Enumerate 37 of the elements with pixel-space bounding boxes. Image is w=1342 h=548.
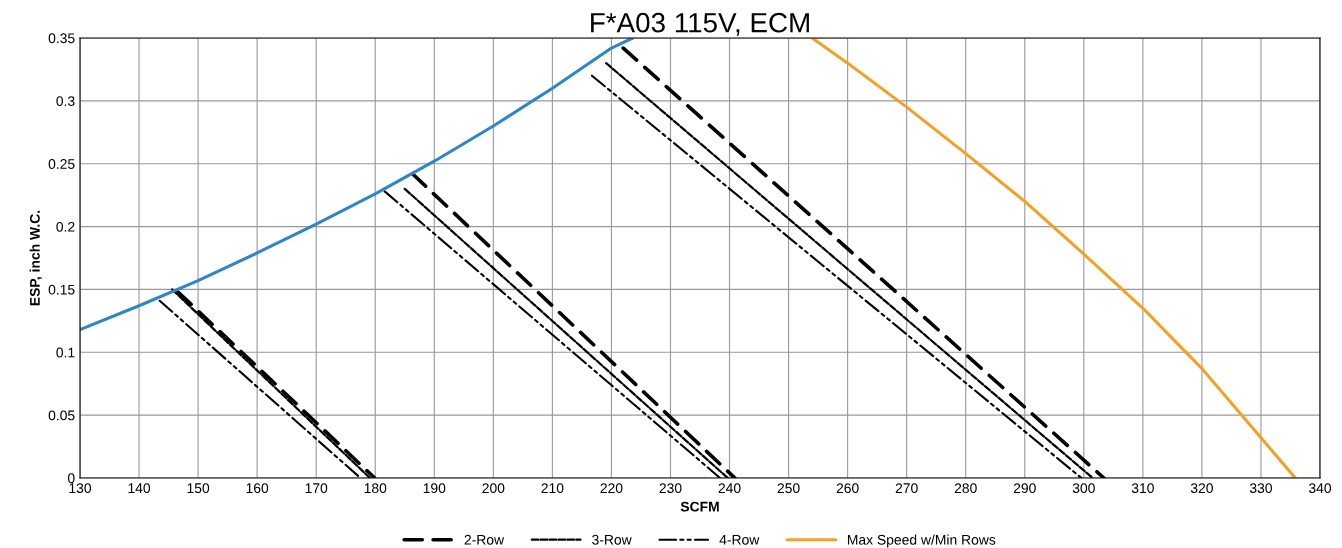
- y-tick-label: 0.3: [56, 96, 75, 107]
- x-tick-label: 210: [541, 483, 564, 494]
- x-tick-label: 270: [895, 483, 918, 494]
- y-tick-label: 0.2: [56, 221, 75, 232]
- legend-label: 2-Row: [464, 534, 505, 545]
- x-tick-label: 340: [1308, 483, 1332, 494]
- x-tick-label: 150: [187, 483, 210, 494]
- x-tick-label: 130: [69, 483, 92, 494]
- x-tick-label: 290: [1013, 483, 1036, 494]
- y-axis-title: ESP, inch W.C.: [29, 210, 42, 306]
- y-tick-label: 0.25: [48, 159, 75, 169]
- x-tick-label: 190: [423, 483, 446, 494]
- x-tick-label: 250: [777, 483, 800, 494]
- x-tick-label: 170: [305, 483, 328, 494]
- x-tick-label: 330: [1249, 483, 1272, 494]
- legend-label: 3-Row: [592, 534, 632, 545]
- legend-label: Max Speed w/Min Rows: [847, 534, 996, 548]
- x-tick-label: 230: [659, 483, 682, 494]
- y-tick-label: 0: [67, 473, 75, 484]
- y-tick-label: 0.05: [48, 410, 75, 421]
- x-tick-label: 200: [482, 483, 505, 494]
- legend-label: 4-Row: [719, 535, 760, 545]
- y-tick-label: 0.15: [48, 284, 75, 295]
- x-tick-label: 220: [600, 483, 623, 494]
- x-tick-label: 300: [1072, 483, 1095, 494]
- x-tick-label: 260: [836, 483, 859, 494]
- y-tick-label: 0.35: [48, 33, 75, 44]
- y-tick-label: 0.1: [56, 347, 75, 358]
- x-axis-title: SCFM: [680, 501, 719, 512]
- x-tick-label: 140: [128, 483, 151, 494]
- chart-title: F*A03 115V, ECM: [591, 12, 809, 36]
- x-tick-label: 180: [364, 483, 387, 494]
- x-tick-label: 160: [246, 483, 269, 494]
- x-tick-label: 310: [1131, 483, 1154, 494]
- x-tick-label: 280: [954, 483, 977, 494]
- x-tick-label: 320: [1190, 483, 1213, 494]
- x-tick-label: 240: [718, 483, 741, 494]
